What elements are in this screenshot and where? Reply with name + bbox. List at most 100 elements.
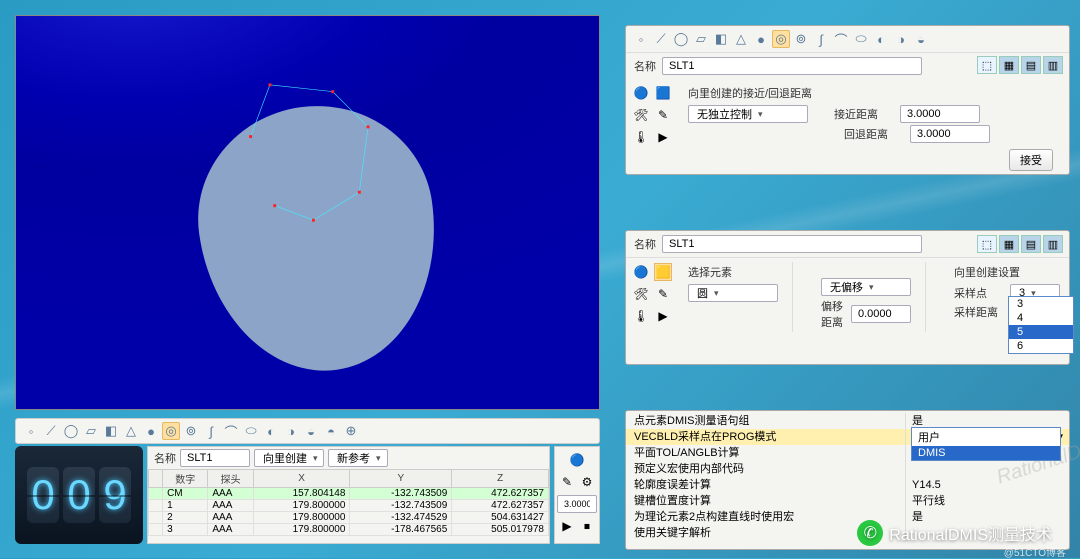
name-label: 名称: [154, 450, 176, 466]
si-probe-icon[interactable]: 🔵: [632, 263, 650, 281]
settings-row[interactable]: 键槽位置度计算平行线: [626, 493, 1069, 509]
si-meas-icon[interactable]: 🌡: [632, 128, 650, 146]
point-counter: 0 0 9: [15, 446, 143, 544]
settings-dropdown[interactable]: 用户 DMIS: [911, 427, 1061, 461]
watermark: ✆ RationalDMIS测量技术: [857, 520, 1052, 546]
viewport-3d[interactable]: [15, 15, 600, 410]
dd-opt-3[interactable]: 3: [1009, 297, 1073, 311]
watermark-text: RationalDMIS测量技术: [889, 521, 1052, 545]
tab-1[interactable]: ⬚: [977, 235, 997, 253]
select-title: 选择元素: [688, 264, 778, 280]
measure-table-panel: 名称 向里创建 新参考 数字探头XYZCMAAA157.804148-132.7…: [147, 446, 550, 544]
si-probe-icon[interactable]: 🔵: [632, 84, 650, 102]
offset-dist-input[interactable]: [851, 305, 911, 323]
bs-t1-icon[interactable]: ✎: [558, 473, 576, 491]
si-vec-icon[interactable]: 🟦: [654, 84, 672, 102]
bt-point-icon[interactable]: ◦: [22, 422, 40, 440]
tab-2[interactable]: ▦: [999, 56, 1019, 74]
si-vec-icon[interactable]: 🟨: [654, 263, 672, 281]
bt-ell-icon[interactable]: ⬭: [242, 422, 260, 440]
bottom-bar: ◦ ⟋ ◯ ▱ ◧ △ ● ◎ ⊚ ∫ ⌒ ⬭ ◐ ◑ ◒ ◓ ⊕ 0 0 9 …: [15, 418, 600, 548]
ellipse-icon[interactable]: ⬭: [852, 30, 870, 48]
bt-e1-icon[interactable]: ◐: [262, 422, 280, 440]
attribution: @51CTO博客: [1004, 544, 1066, 559]
slot-icon[interactable]: ◎: [772, 30, 790, 48]
plane-icon[interactable]: ▱: [692, 30, 710, 48]
sphere-icon[interactable]: ●: [752, 30, 770, 48]
bt-plane-icon[interactable]: ▱: [82, 422, 100, 440]
bottom-side-tools: 🔵 ✎⚙ ▶⏹: [554, 446, 600, 544]
measure-polygon: [181, 81, 441, 226]
mode-combo[interactable]: 向里创建: [254, 449, 324, 467]
vector-build-panel: 名称 ⬚ ▦ ▤ ▥ 🔵🟨 🛠✎ 🌡▶ 选择元素 圆 无偏移 偏移距离 向里创建…: [625, 230, 1070, 365]
ext2-icon[interactable]: ◑: [892, 30, 910, 48]
si-meas-icon[interactable]: 🌡: [632, 307, 650, 325]
bt-e5-icon[interactable]: ⊕: [342, 422, 360, 440]
bs-t3-icon[interactable]: ▶: [558, 517, 576, 535]
point-icon[interactable]: ◦: [632, 30, 650, 48]
cylinder-icon[interactable]: ◧: [712, 30, 730, 48]
bt-arc-icon[interactable]: ⌒: [222, 422, 240, 440]
control-combo[interactable]: 无独立控制: [688, 105, 808, 123]
side-icon-column: 🔵🟦 🛠✎ 🌡▶: [632, 84, 672, 146]
cone-icon[interactable]: △: [732, 30, 750, 48]
bt-e3-icon[interactable]: ◒: [302, 422, 320, 440]
sample-dist-label: 采样距离: [954, 304, 1004, 320]
torus-icon[interactable]: ⊚: [792, 30, 810, 48]
bt-curve-icon[interactable]: ∫: [202, 422, 220, 440]
measure-grid[interactable]: 数字探头XYZCMAAA157.804148-132.743509472.627…: [148, 469, 549, 543]
bs-t2-icon[interactable]: ⚙: [578, 473, 596, 491]
curve-icon[interactable]: ∫: [812, 30, 830, 48]
offset-combo[interactable]: 无偏移: [821, 278, 911, 296]
settings-row[interactable]: 轮廓度误差计算Y14.5: [626, 477, 1069, 493]
tab-4[interactable]: ▥: [1043, 56, 1063, 74]
name-input[interactable]: [662, 57, 922, 75]
si-tool1-icon[interactable]: 🛠: [632, 285, 650, 303]
si-tool1-icon[interactable]: 🛠: [632, 106, 650, 124]
si-tool2-icon[interactable]: ✎: [654, 285, 672, 303]
ref-combo[interactable]: 新参考: [328, 449, 388, 467]
line-icon[interactable]: ⟋: [652, 30, 670, 48]
bottom-toolbar: ◦ ⟋ ◯ ▱ ◧ △ ● ◎ ⊚ ∫ ⌒ ⬭ ◐ ◑ ◒ ◓ ⊕: [15, 418, 600, 444]
name-label: 名称: [634, 236, 656, 252]
bt-slot-icon[interactable]: ◎: [162, 422, 180, 440]
bs-probe-icon[interactable]: 🔵: [568, 451, 586, 469]
dd-opt-user[interactable]: 用户: [912, 428, 1060, 446]
bt-sphere-icon[interactable]: ●: [142, 422, 160, 440]
element-combo[interactable]: 圆: [688, 284, 778, 302]
circle-icon[interactable]: ◯: [672, 30, 690, 48]
tab-3[interactable]: ▤: [1021, 235, 1041, 253]
accept-button[interactable]: 接受: [1009, 149, 1053, 171]
si-go-icon[interactable]: ▶: [654, 128, 672, 146]
tab-4[interactable]: ▥: [1043, 235, 1063, 253]
bt-e4-icon[interactable]: ◓: [322, 422, 340, 440]
tab-3[interactable]: ▤: [1021, 56, 1041, 74]
retract-input[interactable]: [910, 125, 990, 143]
ext3-icon[interactable]: ◒: [912, 30, 930, 48]
bs-t4-icon[interactable]: ⏹: [578, 517, 596, 535]
sample-pts-label: 采样点: [954, 285, 1004, 301]
bt-line-icon[interactable]: ⟋: [42, 422, 60, 440]
bt-torus-icon[interactable]: ⊚: [182, 422, 200, 440]
dd-opt-6[interactable]: 6: [1009, 339, 1073, 353]
sample-pts-dropdown[interactable]: 3 4 5 6: [1008, 296, 1074, 354]
bt-cyl-icon[interactable]: ◧: [102, 422, 120, 440]
dd-opt-4[interactable]: 4: [1009, 311, 1073, 325]
settings-row[interactable]: 预定义宏使用内部代码: [626, 461, 1069, 477]
si-tool2-icon[interactable]: ✎: [654, 106, 672, 124]
tab-2[interactable]: ▦: [999, 235, 1019, 253]
side-value-input[interactable]: [557, 495, 597, 513]
bt-cone-icon[interactable]: △: [122, 422, 140, 440]
name-input[interactable]: [662, 235, 922, 253]
tab-1[interactable]: ⬚: [977, 56, 997, 74]
bt-e2-icon[interactable]: ◑: [282, 422, 300, 440]
dd-opt-dmis[interactable]: DMIS: [912, 446, 1060, 460]
name-input[interactable]: [180, 449, 250, 467]
si-go-icon[interactable]: ▶: [654, 307, 672, 325]
dd-opt-5[interactable]: 5: [1009, 325, 1073, 339]
ext1-icon[interactable]: ◐: [872, 30, 890, 48]
arc-icon[interactable]: ⌒: [832, 30, 850, 48]
bt-circle-icon[interactable]: ◯: [62, 422, 80, 440]
approach-input[interactable]: [900, 105, 980, 123]
name-label: 名称: [634, 58, 656, 74]
